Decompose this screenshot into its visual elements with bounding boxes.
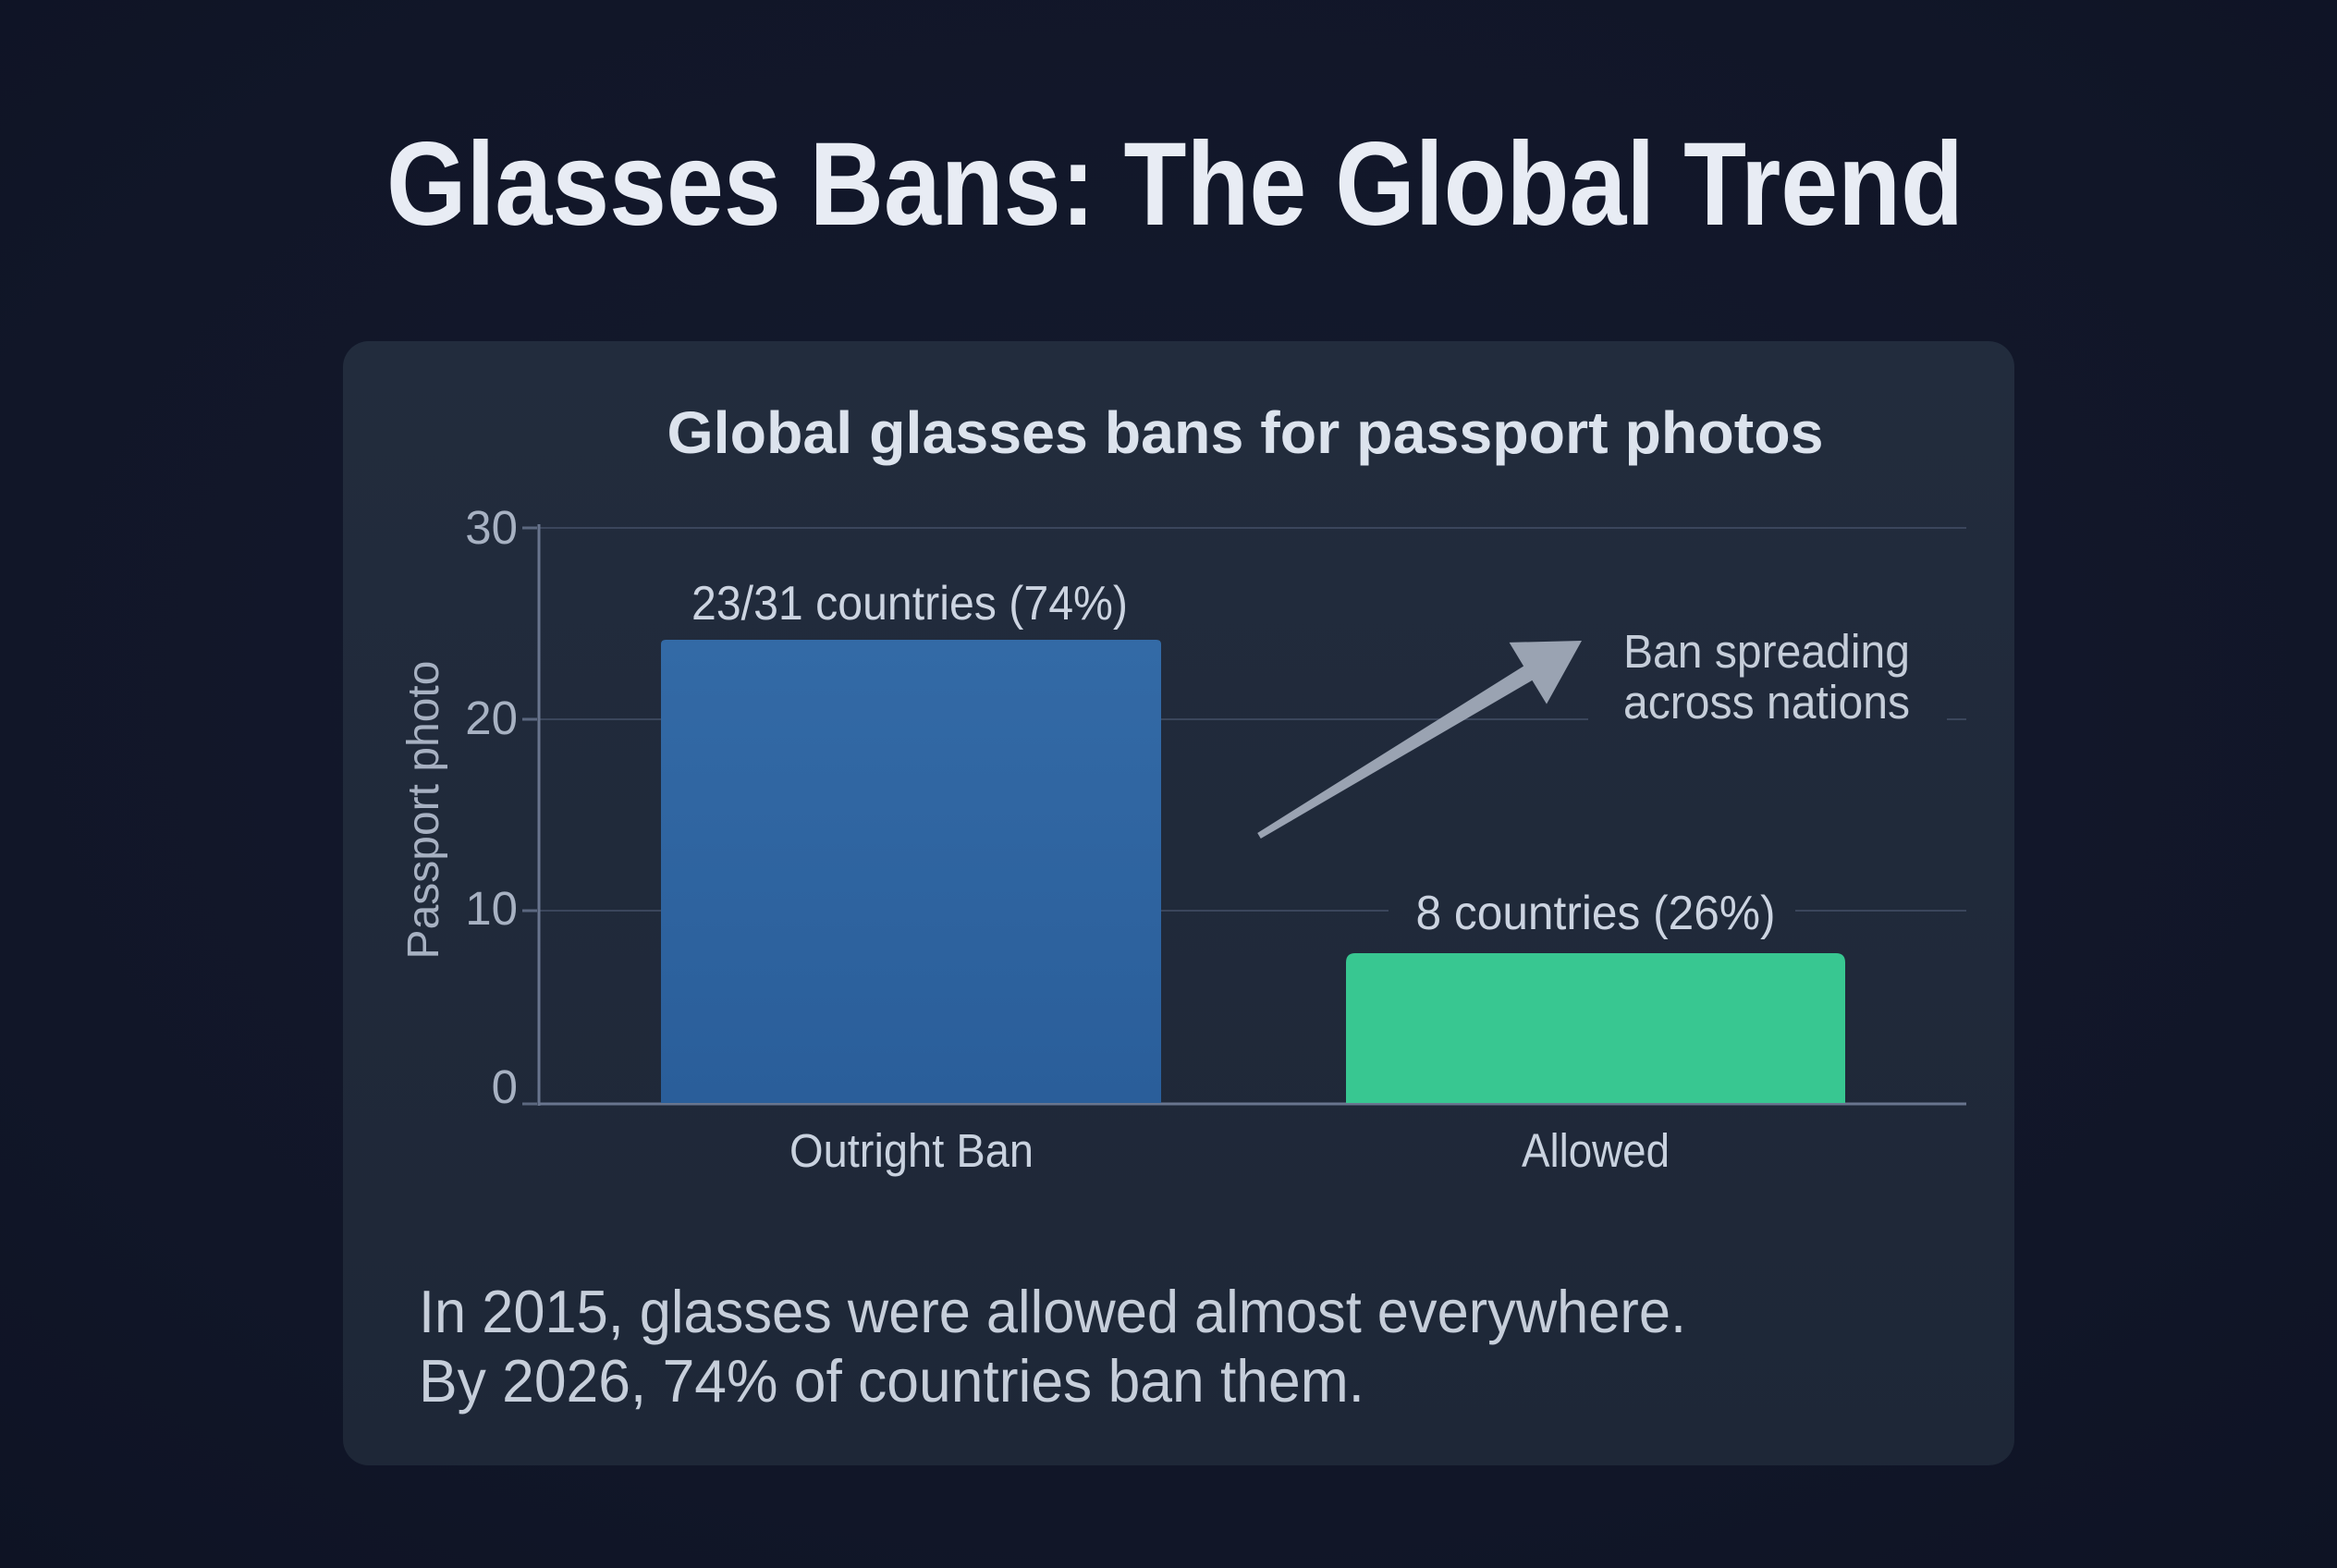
svg-text:20: 20 bbox=[465, 692, 518, 744]
svg-text:across nations: across nations bbox=[1623, 676, 1910, 729]
svg-text:30: 30 bbox=[465, 501, 518, 554]
svg-text:8 countries (26%): 8 countries (26%) bbox=[1416, 887, 1776, 940]
svg-text:Allowed: Allowed bbox=[1522, 1124, 1670, 1177]
svg-text:Passport photo: Passport photo bbox=[399, 661, 448, 960]
svg-text:Glasses Bans: The Global Trend: Glasses Bans: The Global Trend bbox=[386, 118, 1964, 251]
svg-text:In 2015, glasses were allowed: In 2015, glasses were allowed almost eve… bbox=[419, 1278, 1686, 1345]
svg-text:0: 0 bbox=[492, 1060, 518, 1113]
svg-text:By 2026, 74% of countries ban: By 2026, 74% of countries ban them. bbox=[419, 1347, 1364, 1415]
svg-text:Global glasses bans for passpo: Global glasses bans for passport photos bbox=[667, 399, 1824, 466]
svg-text:Ban spreading: Ban spreading bbox=[1623, 625, 1910, 678]
svg-text:Outright Ban: Outright Ban bbox=[789, 1124, 1034, 1177]
svg-text:10: 10 bbox=[465, 882, 518, 935]
svg-text:23/31 countries (74%): 23/31 countries (74%) bbox=[691, 577, 1128, 631]
